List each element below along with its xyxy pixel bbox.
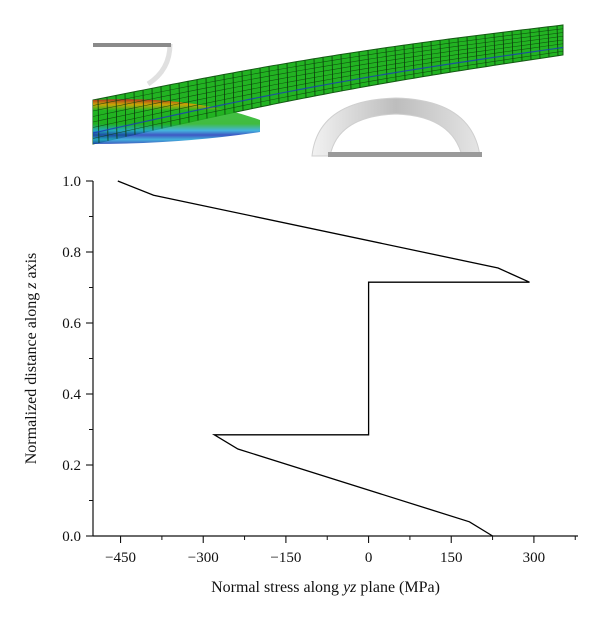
x-tick-label: 300 <box>523 550 546 566</box>
x-tick-label: −450 <box>105 550 136 566</box>
stress-chart: −450 −300 −150 0 150 300 0.0 0.2 0.4 0.6 0.8 1.0 No… <box>23 174 578 596</box>
beam-deformation-inset <box>92 24 564 157</box>
x-axis-title: Normal stress along yz plane (MPa) <box>211 579 440 596</box>
y-tick-label: 0.4 <box>62 387 81 403</box>
mesh-layer-line <box>92 43 564 128</box>
ticks: −450 −300 −150 0 150 300 0.0 0.2 0.4 0.6 0.8 1.0 <box>62 174 576 566</box>
right-roller-support <box>311 97 482 157</box>
stress-profile-line <box>117 180 530 537</box>
y-tick-label: 0.6 <box>62 316 81 332</box>
mesh-layer-line <box>92 28 564 106</box>
left-roller-support <box>93 43 173 87</box>
mesh-layer-line <box>92 32 564 112</box>
y-tick-label: 0.2 <box>62 458 81 474</box>
y-tick-label: 0.0 <box>62 529 81 545</box>
mesh-layer-line <box>92 46 564 134</box>
x-tick-label: −300 <box>188 550 219 566</box>
mesh-layer-line <box>92 39 564 123</box>
mesh-layer-line <box>92 50 564 139</box>
mesh-layer-line <box>92 35 564 117</box>
y-tick-label: 0.8 <box>62 245 81 261</box>
series-layer <box>117 180 530 537</box>
y-axis-title: Normalized distance along z axis <box>23 253 40 465</box>
y-tick-label: 1.0 <box>62 174 81 190</box>
x-tick-label: −150 <box>270 550 301 566</box>
x-tick-label: 0 <box>365 550 373 566</box>
x-tick-label: 150 <box>440 550 463 566</box>
deformed-beam <box>92 24 564 145</box>
